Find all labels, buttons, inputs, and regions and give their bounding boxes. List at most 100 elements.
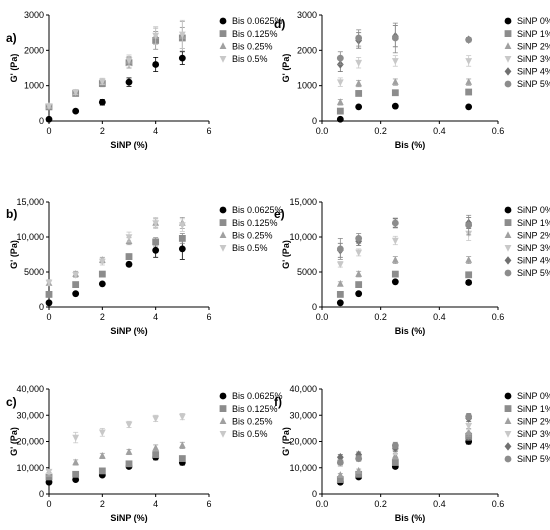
data-point [355, 290, 363, 298]
data-point [125, 460, 133, 468]
legend-marker [219, 392, 227, 400]
legend-marker [504, 42, 512, 49]
x-tick-label: 0.2 [374, 126, 387, 136]
legend-marker [504, 455, 512, 463]
y-tick-label: 30,000 [289, 410, 317, 420]
x-tick-label: 0.0 [316, 126, 329, 136]
data-point [336, 54, 344, 62]
y-tick-label: 20,000 [289, 437, 317, 447]
x-axis-label: SiNP (%) [110, 326, 147, 336]
y-tick-label: 3000 [24, 10, 44, 20]
data-point [391, 278, 399, 286]
data-point [178, 413, 186, 421]
data-point [45, 115, 53, 123]
x-tick-label: 0 [46, 312, 51, 322]
y-tick-label: 15,000 [16, 197, 44, 207]
y-tick-label: 10,000 [16, 463, 44, 473]
series-bis-0-25- [45, 441, 186, 478]
legend-marker [504, 431, 512, 438]
panel-label: e) [274, 207, 285, 221]
x-tick-label: 6 [206, 126, 211, 136]
y-tick-label: 0 [39, 302, 44, 312]
data-point [391, 78, 399, 85]
legend-label: Bis 0.0625% [232, 16, 283, 26]
x-axis-label: SiNP (%) [110, 140, 147, 150]
legend-marker [504, 245, 512, 252]
legend-marker [504, 442, 512, 451]
legend-marker [504, 417, 512, 424]
y-tick-label: 2000 [297, 45, 317, 55]
data-point [45, 478, 53, 486]
data-point [152, 444, 160, 451]
x-tick-label: 4 [153, 499, 158, 509]
legend-marker [504, 80, 512, 88]
data-point [391, 442, 399, 449]
series-bis-0-0625- [45, 51, 186, 123]
data-point [465, 103, 473, 111]
legend-marker [504, 56, 512, 63]
x-axis-label: Bis (%) [395, 513, 426, 523]
series-sinp-0- [336, 102, 473, 123]
panel-label: b) [6, 207, 17, 221]
data-point [336, 245, 344, 253]
y-tick-label: 10,000 [289, 232, 317, 242]
data-point [391, 58, 399, 65]
data-point [98, 98, 106, 106]
panel-b: b) 0 2 4 6 0 5000 10,000 15,000 SiNP (%) G' (Pa) Bi… [6, 197, 283, 336]
legend-marker [504, 256, 512, 265]
x-tick-label: 2 [100, 312, 105, 322]
x-tick-label: 0.4 [433, 499, 446, 509]
x-tick-label: 0 [46, 126, 51, 136]
data-point [125, 448, 133, 455]
data-point [98, 270, 106, 278]
x-tick-label: 0.6 [492, 499, 505, 509]
panel-label: f) [274, 395, 282, 409]
legend-marker [219, 219, 227, 226]
data-point [355, 59, 363, 67]
x-tick-label: 2 [100, 499, 105, 509]
data-point [336, 279, 344, 287]
data-point [72, 89, 80, 97]
data-point [45, 103, 53, 111]
legend-label: Bis 0.5% [232, 54, 268, 64]
y-tick-label: 0 [312, 302, 317, 312]
series-sinp-4- [336, 414, 473, 462]
panel-label: c) [6, 395, 17, 409]
series-sinp-1- [336, 88, 473, 115]
data-point [465, 221, 473, 229]
data-point [391, 459, 399, 466]
legend-label: SiNP 5% [517, 79, 550, 89]
panel-a: a) 0 2 4 6 0 1000 2000 3000 SiNP (%) G' (Pa) Bis 0.… [6, 10, 283, 150]
data-point [152, 32, 160, 40]
y-axis-label: G' (Pa) [281, 54, 291, 83]
data-point [391, 256, 399, 263]
series-bis-0-125- [45, 26, 186, 111]
legend-label: SiNP 2% [517, 416, 550, 426]
y-tick-label: 10,000 [16, 232, 44, 242]
data-point [355, 34, 363, 42]
series-sinp-3- [336, 226, 473, 269]
panel-label: a) [6, 31, 17, 45]
panel-c: c) 0 2 4 6 0 10,000 20,000 30,000 40,000 SiNP (%) G… [6, 384, 283, 523]
legend-marker [219, 56, 227, 63]
y-tick-label: 20,000 [16, 437, 44, 447]
data-point [391, 89, 399, 97]
x-tick-label: 0.0 [316, 312, 329, 322]
y-tick-label: 0 [312, 489, 317, 499]
data-point [125, 253, 133, 260]
panel-e: e) 0.0 0.2 0.4 0.6 0 5000 10,000 15,000 Bis (%) G'… [274, 197, 550, 336]
legend-label: Bis 0.25% [232, 230, 273, 240]
legend-label: SiNP 3% [517, 243, 550, 253]
data-point [178, 222, 186, 230]
data-point [125, 421, 133, 429]
legend-label: Bis 0.25% [232, 416, 273, 426]
legend-marker [504, 17, 512, 25]
data-point [152, 415, 160, 423]
panel-d: d) 0.0 0.2 0.4 0.6 0 1000 2000 3000 Bis (%) G' (Pa… [274, 10, 550, 150]
data-point [465, 279, 473, 286]
legend-label: SiNP 2% [517, 230, 550, 240]
data-point [336, 291, 344, 298]
data-point [72, 281, 80, 288]
series-sinp-0- [336, 278, 473, 307]
x-tick-label: 4 [153, 312, 158, 322]
